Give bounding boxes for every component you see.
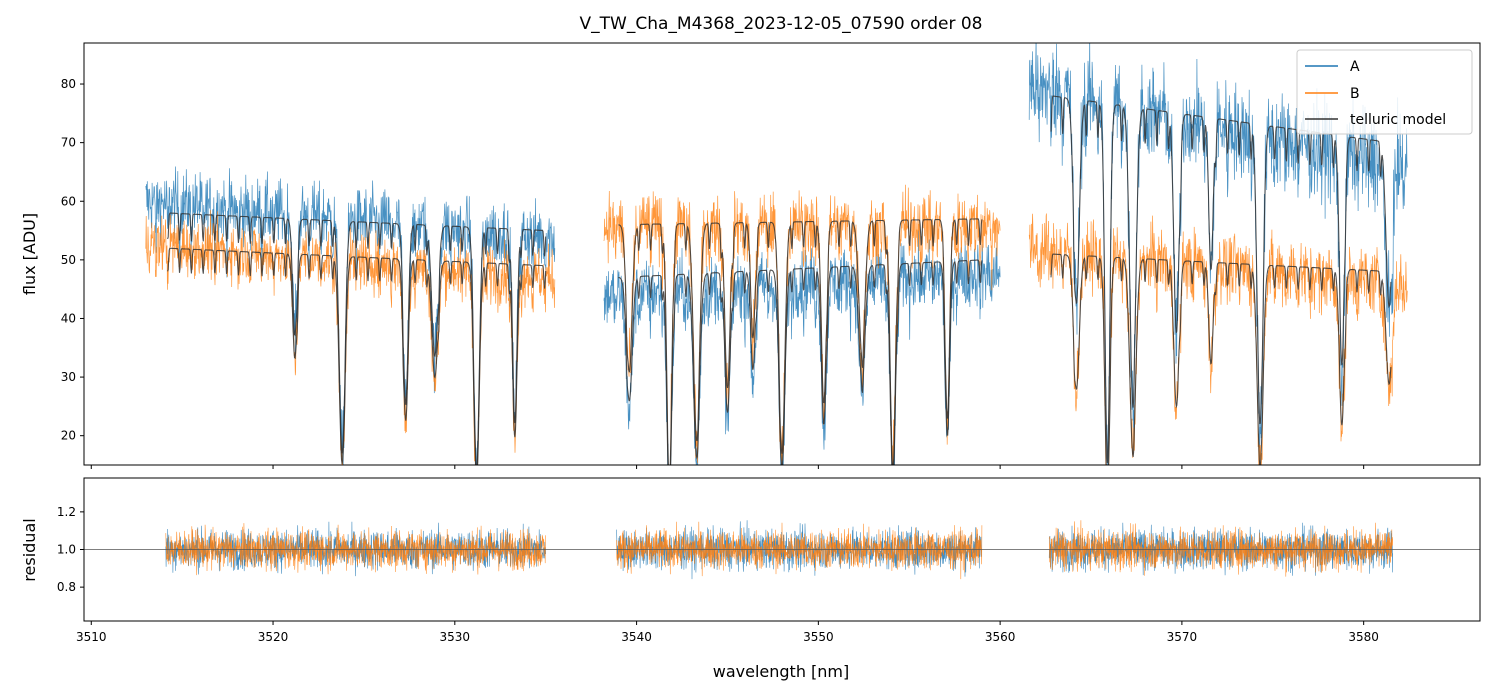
legend-box bbox=[1296, 49, 1473, 135]
series-b-residual-segment-3 bbox=[1048, 520, 1393, 577]
residual-y-tick-label: 1.2 bbox=[57, 505, 76, 519]
series-b-residual-segment-1 bbox=[165, 523, 546, 576]
series-b-segment-3 bbox=[1028, 213, 1408, 465]
flux-plot-area bbox=[145, 43, 1408, 465]
flux-y-tick-label: 60 bbox=[61, 194, 76, 208]
flux-y-tick-label: 50 bbox=[61, 253, 76, 267]
legend-label-telluric: telluric model bbox=[1350, 112, 1446, 128]
x-tick-label: 3510 bbox=[76, 630, 107, 644]
flux-axes-frame bbox=[83, 42, 1481, 466]
x-axis-label: wavelength [nm] bbox=[713, 662, 850, 681]
series-telluric-model-b-segment-2 bbox=[618, 218, 983, 465]
legend-label-b: B bbox=[1350, 86, 1360, 102]
legend-label-a: A bbox=[1350, 59, 1360, 75]
chart-title: V_TW_Cha_M4368_2023-12-05_07590 order 08 bbox=[580, 14, 983, 34]
flux-y-axis-label: flux [ADU] bbox=[20, 213, 39, 295]
x-tick-label: 3570 bbox=[1167, 630, 1198, 644]
series-b-segment-2 bbox=[603, 184, 1001, 465]
series-telluric-model-a-segment-1 bbox=[167, 212, 547, 465]
residual-y-tick-label: 0.8 bbox=[57, 580, 76, 594]
flux-y-tick-label: 70 bbox=[61, 136, 76, 150]
x-tick-label: 3530 bbox=[440, 630, 471, 644]
series-telluric-model-a-segment-3 bbox=[1050, 95, 1392, 464]
residual-plot-area bbox=[84, 520, 1480, 580]
flux-y-tick-label: 80 bbox=[61, 77, 76, 91]
residual-panel: 0.8 1.0 1.2 3510 3520 3530 3540 3550 3560 3570 358… bbox=[57, 477, 1481, 644]
x-tick-label: 3520 bbox=[258, 630, 289, 644]
x-tick-label: 3540 bbox=[621, 630, 652, 644]
series-telluric-model-a-segment-2 bbox=[618, 259, 983, 465]
series-b-residual-segment-2 bbox=[616, 521, 983, 580]
legend: A B telluric model bbox=[1296, 49, 1473, 135]
flux-y-tick-label: 20 bbox=[61, 429, 76, 443]
series-telluric-model-b-segment-3 bbox=[1050, 253, 1392, 465]
residual-y-axis-label: residual bbox=[20, 518, 39, 581]
flux-y-tick-label: 40 bbox=[61, 311, 76, 325]
series-a-segment-1 bbox=[145, 166, 556, 465]
series-telluric-model-b-segment-1 bbox=[167, 247, 547, 465]
x-tick-label: 3550 bbox=[803, 630, 834, 644]
x-tick-label: 3580 bbox=[1348, 630, 1379, 644]
x-tick-label: 3560 bbox=[985, 630, 1016, 644]
flux-y-tick-label: 30 bbox=[61, 370, 76, 384]
residual-y-tick-label: 1.0 bbox=[57, 543, 76, 557]
flux-panel: 20 30 40 50 60 70 80 bbox=[61, 42, 1481, 469]
series-b-segment-1 bbox=[145, 210, 556, 465]
